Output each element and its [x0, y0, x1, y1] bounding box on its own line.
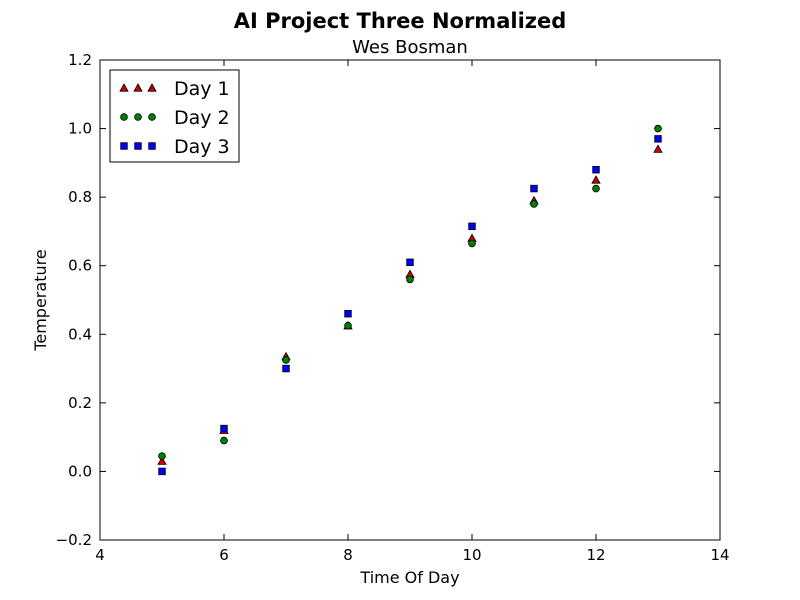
legend-box: [109, 69, 240, 163]
x-tick-label: 4: [95, 546, 105, 564]
data-markers: [157, 124, 663, 476]
data-point-circle: [406, 275, 414, 284]
data-point-triangle: [653, 144, 663, 153]
y-tick-label: 0.8: [68, 188, 92, 206]
y-tick-label: 1.0: [68, 120, 92, 138]
data-point-square: [282, 364, 290, 373]
y-tick-label: 0.0: [68, 462, 92, 480]
data-point-triangle: [591, 175, 601, 184]
legend-label: Day 3: [174, 136, 230, 158]
data-point-square: [158, 467, 166, 476]
legend-marker-square: [148, 142, 156, 150]
legend-label: Day 1: [174, 78, 230, 100]
x-tick-label: 14: [710, 546, 729, 564]
chart-subtitle: Wes Bosman: [352, 37, 468, 58]
legend-marker-square: [120, 142, 128, 150]
legend-marker-circle: [120, 113, 128, 121]
data-point-circle: [530, 200, 538, 208]
data-point-square: [468, 222, 476, 230]
legend-marker-circle: [134, 113, 142, 121]
chart-title: AI Project Three Normalized: [234, 9, 567, 33]
data-point-square: [530, 184, 538, 193]
x-axis-label: Time Of Day: [359, 568, 459, 587]
legend-marker-triangle: [147, 83, 157, 92]
y-tick-label: −0.2: [56, 531, 92, 549]
x-tick-label: 6: [219, 546, 229, 564]
data-point-circle: [654, 124, 662, 133]
data-point-circle: [468, 239, 476, 248]
data-point-square: [592, 166, 600, 174]
y-axis-label: Temperature: [31, 249, 50, 351]
legend: Day 1 Day 2 Day 3: [109, 69, 240, 163]
y-tick-label: 0.6: [68, 257, 92, 275]
data-point-circle: [592, 184, 600, 193]
x-tick-label: 10: [462, 546, 481, 564]
y-tick-label: 0.2: [68, 394, 92, 412]
data-point-circle: [220, 436, 228, 445]
data-point-circle: [282, 356, 290, 364]
plot-frame: [99, 59, 721, 541]
legend-marker-square: [134, 142, 142, 150]
data-point-square: [220, 424, 228, 433]
x-tick-label: 12: [586, 546, 605, 564]
x-tick-label: 8: [343, 546, 353, 564]
data-point-triangle: [157, 456, 167, 465]
legend-label: Day 2: [174, 107, 230, 129]
y-tick-label: 0.4: [68, 325, 92, 343]
data-point-circle: [344, 321, 352, 330]
data-point-square: [344, 310, 352, 318]
legend-marker-triangle: [119, 83, 129, 92]
legend-marker-triangle: [133, 83, 143, 92]
y-tick-label: 1.2: [68, 51, 92, 69]
data-point-square: [654, 135, 662, 143]
data-point-circle: [158, 452, 166, 460]
legend-marker-circle: [148, 113, 156, 121]
data-point-square: [406, 258, 414, 266]
